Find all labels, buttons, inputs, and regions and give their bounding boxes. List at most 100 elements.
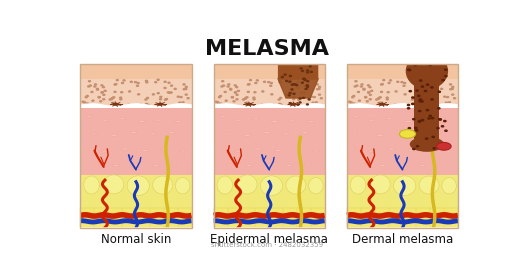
Bar — [414, 78, 439, 139]
Bar — [80, 64, 192, 228]
Circle shape — [85, 97, 87, 98]
Circle shape — [454, 98, 455, 99]
Ellipse shape — [305, 164, 311, 166]
Circle shape — [220, 103, 222, 104]
Circle shape — [387, 92, 389, 93]
Circle shape — [227, 86, 229, 87]
Circle shape — [129, 91, 131, 92]
Circle shape — [219, 95, 221, 97]
Circle shape — [268, 81, 270, 83]
Text: MELASMA: MELASMA — [205, 39, 329, 59]
Circle shape — [383, 80, 385, 81]
Circle shape — [166, 99, 168, 100]
Circle shape — [121, 92, 123, 93]
Ellipse shape — [302, 132, 308, 134]
Circle shape — [256, 80, 258, 81]
Circle shape — [111, 97, 114, 99]
Circle shape — [246, 97, 248, 98]
Circle shape — [379, 97, 381, 98]
Circle shape — [123, 80, 125, 81]
Circle shape — [183, 89, 185, 90]
Circle shape — [145, 99, 147, 100]
Circle shape — [273, 104, 275, 105]
Circle shape — [221, 86, 223, 87]
Circle shape — [443, 143, 445, 144]
Circle shape — [264, 81, 266, 82]
Ellipse shape — [176, 178, 190, 194]
Circle shape — [450, 89, 452, 90]
Circle shape — [137, 85, 139, 86]
Text: Normal skin: Normal skin — [101, 233, 171, 246]
Circle shape — [230, 89, 232, 90]
Circle shape — [302, 70, 304, 71]
Circle shape — [406, 105, 408, 106]
Circle shape — [431, 99, 433, 100]
Ellipse shape — [410, 137, 444, 152]
Circle shape — [306, 85, 308, 86]
Ellipse shape — [416, 133, 423, 135]
Circle shape — [253, 97, 255, 98]
Circle shape — [236, 99, 238, 100]
Circle shape — [296, 85, 298, 86]
Circle shape — [367, 85, 369, 86]
Circle shape — [363, 89, 365, 90]
Ellipse shape — [294, 148, 300, 150]
Circle shape — [380, 91, 382, 92]
Circle shape — [412, 103, 414, 104]
Ellipse shape — [180, 150, 185, 152]
Circle shape — [101, 92, 103, 93]
Circle shape — [242, 99, 244, 100]
Ellipse shape — [168, 132, 175, 134]
Ellipse shape — [130, 132, 137, 134]
Circle shape — [441, 126, 444, 127]
Circle shape — [90, 85, 91, 86]
Circle shape — [96, 88, 98, 89]
Circle shape — [221, 81, 224, 82]
Circle shape — [318, 94, 320, 95]
Circle shape — [279, 103, 281, 104]
Circle shape — [294, 84, 296, 85]
Circle shape — [286, 80, 288, 81]
Circle shape — [297, 87, 299, 88]
Ellipse shape — [353, 116, 359, 118]
Ellipse shape — [393, 176, 416, 195]
Circle shape — [235, 87, 238, 88]
Circle shape — [407, 69, 410, 70]
Circle shape — [304, 80, 306, 81]
Circle shape — [424, 103, 430, 106]
Circle shape — [222, 104, 225, 105]
Circle shape — [279, 82, 281, 83]
Ellipse shape — [153, 176, 172, 194]
Circle shape — [361, 84, 363, 85]
Circle shape — [246, 103, 252, 106]
Ellipse shape — [121, 148, 129, 150]
Circle shape — [225, 100, 227, 101]
Circle shape — [280, 97, 282, 99]
Circle shape — [174, 88, 176, 89]
Circle shape — [412, 80, 414, 81]
Circle shape — [286, 94, 288, 95]
Ellipse shape — [138, 121, 145, 122]
Circle shape — [432, 99, 434, 100]
Circle shape — [412, 82, 414, 83]
Circle shape — [438, 108, 440, 109]
Circle shape — [140, 105, 142, 106]
Circle shape — [450, 84, 452, 85]
Circle shape — [134, 81, 137, 83]
Ellipse shape — [84, 176, 100, 194]
Circle shape — [368, 92, 370, 93]
Circle shape — [234, 85, 236, 86]
Ellipse shape — [127, 176, 150, 195]
Circle shape — [349, 101, 351, 102]
Circle shape — [411, 134, 413, 135]
Circle shape — [236, 94, 238, 95]
Ellipse shape — [406, 53, 448, 89]
Circle shape — [234, 92, 237, 93]
Ellipse shape — [379, 165, 386, 166]
Circle shape — [429, 115, 431, 116]
Circle shape — [434, 92, 436, 93]
Circle shape — [170, 92, 172, 93]
Circle shape — [86, 103, 89, 104]
Circle shape — [98, 97, 100, 98]
Circle shape — [185, 86, 187, 87]
